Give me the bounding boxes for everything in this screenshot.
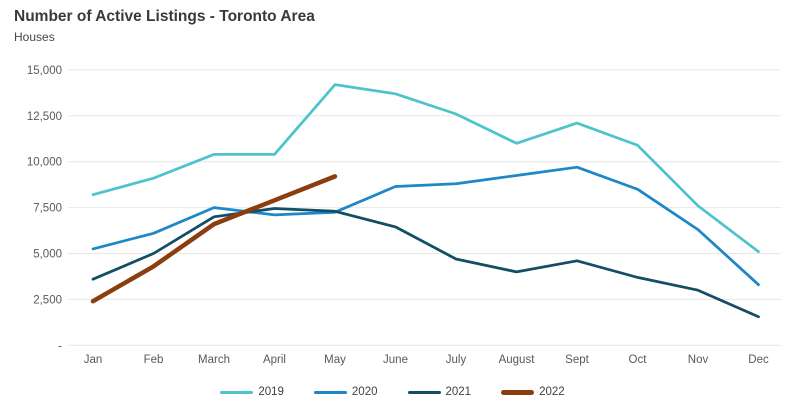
x-axis-month-label: April	[263, 354, 286, 366]
legend-label-2021: 2021	[445, 386, 472, 398]
y-axis-tick-label: 5,000	[33, 249, 62, 261]
legend-swatch-2022	[501, 389, 535, 395]
series-line-2020	[91, 165, 760, 287]
series-line-2022	[90, 174, 338, 304]
x-axis-month-label: Sept	[565, 354, 589, 366]
legend-swatch-2019	[220, 390, 254, 394]
x-axis-month-label: Feb	[144, 354, 164, 366]
x-axis-month-label: August	[499, 354, 536, 366]
y-axis-tick-label: 12,500	[27, 111, 62, 123]
y-axis-tick-label: 2,500	[33, 294, 62, 306]
y-axis-tick-label: 7,500	[33, 203, 62, 215]
x-axis-month-label: Nov	[688, 354, 709, 366]
y-axis-tick-label: 10,000	[27, 157, 62, 169]
legend-item-2022: 2022	[501, 386, 565, 398]
legend-label-2019: 2019	[258, 386, 284, 398]
y-axis-tick-label: 15,000	[27, 65, 62, 77]
x-axis-month-label: July	[446, 354, 467, 366]
chart-legend: 2019 2020 2021 2022	[0, 386, 785, 398]
x-axis-month-label: Dec	[748, 354, 769, 366]
x-axis-month-label: June	[383, 354, 408, 366]
y-axis-tick-label: -	[58, 340, 62, 352]
chart-subtitle: Houses	[14, 30, 55, 44]
series-line-2021	[91, 207, 760, 319]
x-axis-month-label: Oct	[629, 354, 648, 366]
chart-title: Number of Active Listings - Toronto Area	[14, 8, 315, 25]
legend-swatch-2021	[407, 390, 441, 394]
series-line-2019	[91, 83, 760, 254]
x-axis-month-label: Jan	[84, 354, 103, 366]
legend-label-2020: 2020	[351, 386, 378, 398]
x-axis-month-label: May	[324, 354, 346, 366]
legend-item-2019: 2019	[220, 386, 284, 398]
x-axis-month-label: March	[198, 354, 230, 366]
legend-item-2021: 2021	[407, 386, 472, 398]
legend-swatch-2020	[313, 390, 347, 394]
legend-label-2022: 2022	[539, 386, 565, 398]
legend-item-2020: 2020	[313, 386, 378, 398]
